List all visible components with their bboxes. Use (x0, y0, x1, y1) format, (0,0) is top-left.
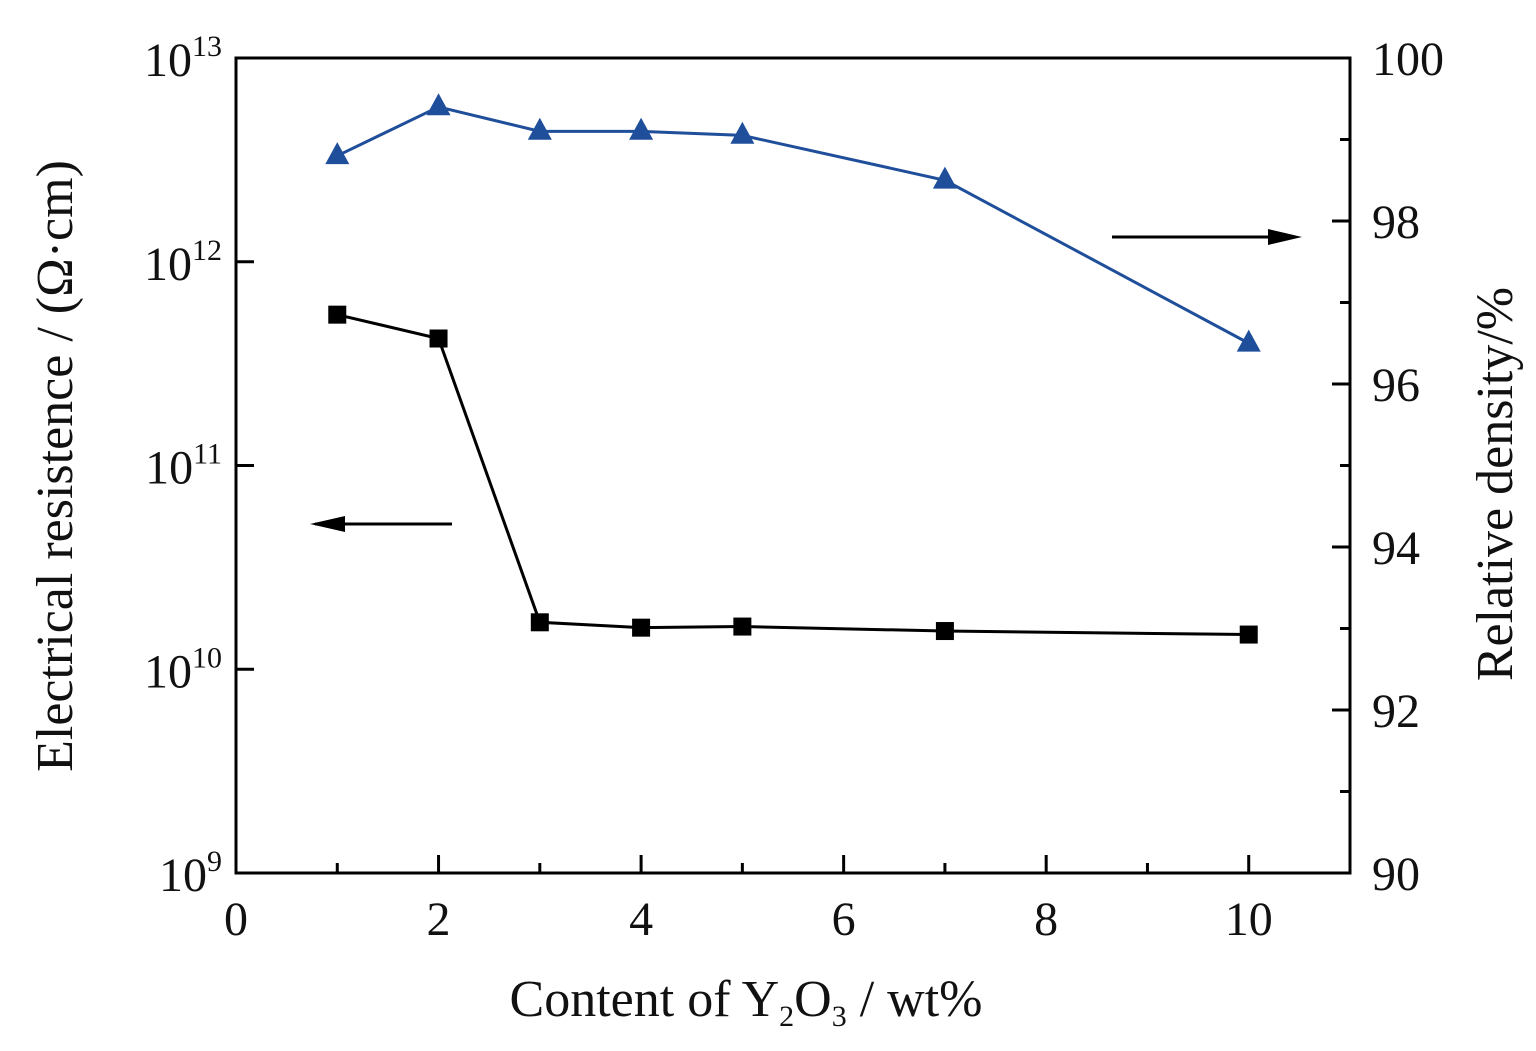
series-1-point (632, 618, 651, 637)
y-right-tick-label: 100 (1372, 33, 1444, 86)
left-arrowhead (310, 516, 345, 532)
y-right-tick-label: 96 (1372, 359, 1420, 412)
plot-frame (234, 56, 1352, 875)
y-right-tick-label: 90 (1372, 848, 1420, 901)
y-left-tick-label: 1012 (144, 234, 222, 291)
series-2-point (932, 166, 957, 189)
y-left-tick-label: 1010 (144, 641, 222, 698)
right-arrowhead (1268, 229, 1302, 245)
series-1-point (935, 622, 954, 641)
series-1-point (530, 613, 549, 632)
x-tick-label: 6 (832, 893, 856, 946)
series-1-point (328, 305, 347, 324)
y-left-tick-label: 1013 (144, 30, 222, 87)
x-tick-label: 4 (629, 893, 653, 946)
series-2-point (527, 117, 552, 140)
y-right-tick-label: 98 (1372, 196, 1420, 249)
series-2-point (325, 142, 350, 165)
x-tick-label: 8 (1034, 893, 1058, 946)
series-2-point (730, 121, 755, 144)
y-right-tick-label: 94 (1372, 522, 1420, 575)
series-2-point (426, 93, 451, 116)
y-left-tick-label: 1011 (145, 438, 222, 495)
series-2-point (1236, 329, 1261, 352)
x-tick-label: 10 (1225, 893, 1273, 946)
x-tick-label: 2 (427, 893, 451, 946)
x-axis-title: Content of Y2O3 / wt% (510, 971, 983, 1033)
y-right-axis-title: Relative density/% (1467, 287, 1524, 681)
y-right-tick-label: 92 (1372, 685, 1420, 738)
y-left-axis-title: Electrical resistence / (Ω·cm) (27, 160, 84, 772)
series-2-point (629, 117, 654, 140)
series-2-line (336, 105, 1250, 345)
series-1-point (429, 329, 448, 348)
series-1-line (336, 313, 1249, 637)
x-tick-label: 0 (224, 893, 248, 946)
y-left-tick-label: 109 (159, 845, 222, 902)
series-1-point (1239, 625, 1258, 644)
series-1-point (733, 617, 752, 636)
